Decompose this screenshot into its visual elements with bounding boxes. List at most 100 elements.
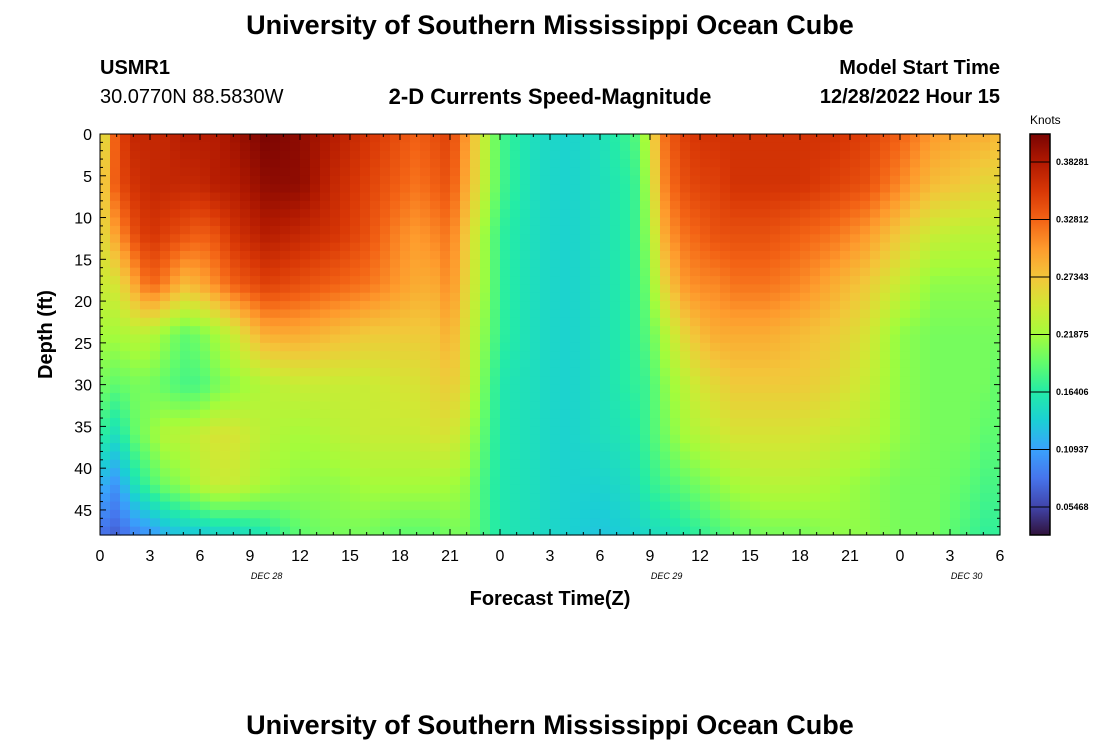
heatmap-cell (630, 217, 641, 227)
heatmap-cell (270, 392, 281, 402)
heatmap-cell (410, 301, 421, 311)
heatmap-cell (760, 326, 771, 336)
heatmap-cell (320, 284, 331, 294)
heatmap-cell (270, 250, 281, 260)
heatmap-cell (700, 150, 711, 160)
heatmap-cell (350, 418, 361, 427)
heatmap-cell (450, 292, 461, 302)
heatmap-cell (750, 134, 761, 143)
heatmap-cell (370, 409, 381, 419)
heatmap-cell (190, 184, 201, 194)
heatmap-cell (410, 526, 421, 536)
heatmap-cell (180, 376, 191, 386)
heatmap-cell (660, 459, 671, 469)
heatmap-cell (580, 184, 591, 194)
heatmap-cell (630, 526, 641, 536)
heatmap-cell (330, 526, 341, 536)
heatmap-cell (170, 418, 181, 427)
heatmap-cell (660, 526, 671, 536)
heatmap-cell (900, 159, 911, 169)
heatmap-cell (980, 526, 991, 536)
heatmap-cell (630, 493, 641, 503)
heatmap-cell (220, 451, 231, 461)
heatmap-cell (140, 384, 151, 394)
heatmap-cell (890, 142, 901, 152)
heatmap-cell (670, 276, 681, 285)
heatmap-cell (700, 484, 711, 494)
heatmap-cell (430, 209, 441, 219)
heatmap-cell (740, 484, 751, 494)
heatmap-cell (980, 217, 991, 227)
heatmap-cell (820, 468, 831, 478)
heatmap-cell (940, 250, 951, 260)
heatmap-cell (540, 217, 551, 227)
heatmap-cell (540, 518, 551, 528)
heatmap-cell (750, 476, 761, 486)
heatmap-cell (600, 392, 611, 402)
heatmap-cell (220, 509, 231, 519)
heatmap-cell (150, 367, 161, 377)
heatmap-cell (540, 526, 551, 536)
heatmap-cell (150, 342, 161, 352)
heatmap-cell (180, 175, 191, 185)
heatmap-cell (520, 518, 531, 528)
heatmap-cell (420, 484, 431, 494)
heatmap-cell (290, 142, 301, 152)
heatmap-cell (280, 434, 291, 444)
heatmap-cell (150, 292, 161, 302)
heatmap-cell (730, 267, 741, 277)
heatmap-cell (250, 209, 261, 219)
heatmap-cell (200, 175, 211, 185)
heatmap-cell (720, 159, 731, 169)
heatmap-cell (360, 134, 371, 143)
heatmap-cell (340, 209, 351, 219)
heatmap-cell (820, 217, 831, 227)
heatmap-cell (880, 392, 891, 402)
heatmap-cell (690, 476, 701, 486)
heatmap-cell (600, 284, 611, 294)
heatmap-cell (210, 284, 221, 294)
heatmap-cell (880, 493, 891, 503)
heatmap-cell (110, 384, 121, 394)
heatmap-cell (500, 175, 511, 185)
heatmap-cell (410, 367, 421, 377)
heatmap-cell (150, 259, 161, 269)
heatmap-cell (180, 242, 191, 252)
heatmap-cell (260, 392, 271, 402)
heatmap-cell (970, 443, 981, 453)
heatmap-cell (700, 401, 711, 411)
heatmap-cell (300, 493, 311, 503)
heatmap-cell (790, 209, 801, 219)
heatmap-cell (990, 418, 1001, 427)
heatmap-cell (660, 276, 671, 285)
heatmap-cell (820, 401, 831, 411)
heatmap-cell (820, 359, 831, 369)
colorbar-units-label: Knots (1030, 113, 1061, 127)
heatmap-cell (920, 484, 931, 494)
heatmap-cell (350, 409, 361, 419)
heatmap-cell (590, 159, 601, 169)
heatmap-cell (210, 334, 221, 344)
heatmap-cell (450, 468, 461, 478)
heatmap-cell (120, 409, 131, 419)
heatmap-cell (820, 250, 831, 260)
heatmap-cell (530, 150, 541, 160)
heatmap-cell (130, 259, 141, 269)
heatmap-cell (720, 200, 731, 210)
heatmap-cell (350, 351, 361, 361)
heatmap-cell (470, 150, 481, 160)
heatmap-cell (930, 409, 941, 419)
heatmap-cell (970, 401, 981, 411)
heatmap-cell (170, 384, 181, 394)
heatmap-cell (530, 376, 541, 386)
heatmap-cell (500, 376, 511, 386)
heatmap-cell (350, 476, 361, 486)
heatmap-cell (110, 443, 121, 453)
heatmap-cell (160, 484, 171, 494)
heatmap-cell (830, 259, 841, 269)
heatmap-cell (760, 134, 771, 143)
heatmap-cell (100, 443, 111, 453)
heatmap-cell (710, 292, 721, 302)
heatmap-cell (730, 242, 741, 252)
heatmap-cell (690, 326, 701, 336)
